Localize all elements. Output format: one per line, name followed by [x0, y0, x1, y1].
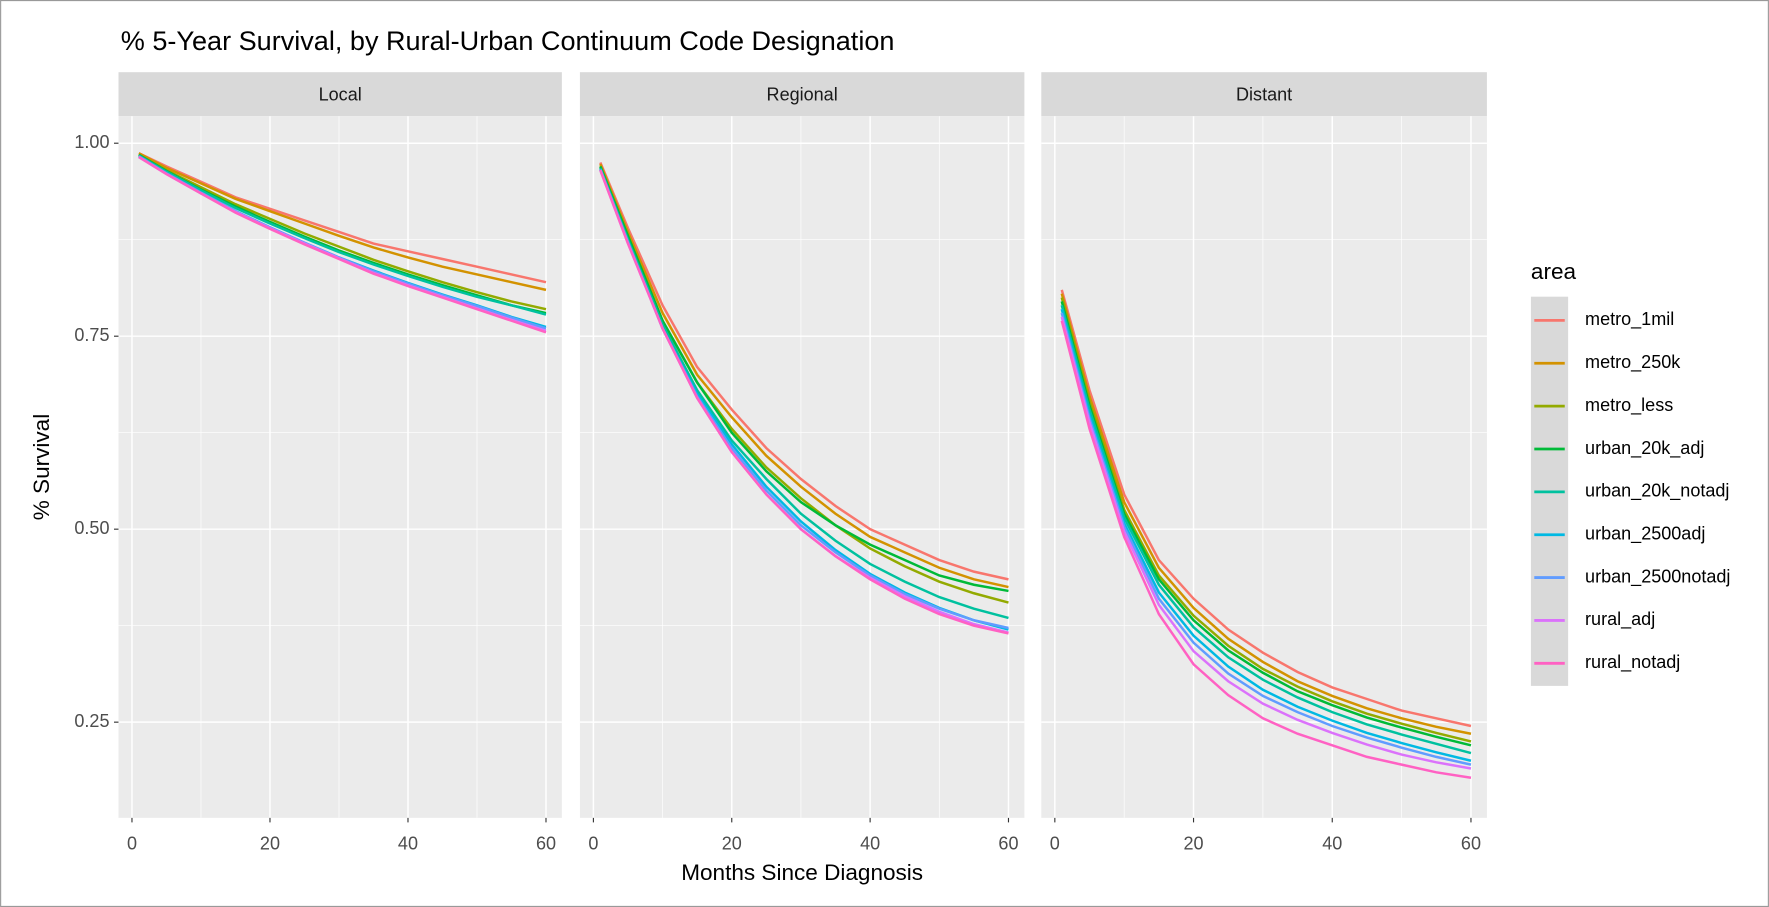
x-tick-label: 40	[1322, 834, 1342, 854]
facet-title: Regional	[767, 85, 838, 105]
legend-label: urban_2500notadj	[1585, 566, 1730, 587]
x-tick-label: 20	[260, 834, 280, 854]
panel	[579, 116, 1025, 818]
y-tick-label: 0.50	[74, 518, 109, 538]
legend-label: metro_1mil	[1585, 309, 1674, 330]
y-axis-label: % Survival	[29, 414, 54, 521]
x-tick-label: 20	[1184, 834, 1204, 854]
series-line	[1060, 289, 1472, 728]
series-line	[1060, 320, 1472, 779]
x-tick-label: 60	[1461, 834, 1481, 854]
x-axis-label: Months Since Diagnosis	[681, 860, 923, 885]
facet-title: Distant	[1236, 85, 1292, 105]
strip	[118, 72, 562, 117]
legend-title: area	[1531, 259, 1577, 284]
series-line	[599, 169, 1009, 635]
legend-label: urban_2500adj	[1585, 523, 1705, 544]
legend-label: urban_20k_notadj	[1585, 481, 1729, 502]
series-line	[599, 163, 1009, 589]
series-line	[138, 153, 547, 311]
y-tick-label: 0.25	[74, 711, 109, 731]
x-tick-label: 60	[536, 834, 556, 854]
series-line	[138, 156, 547, 334]
series-line	[138, 152, 547, 292]
legend-label: metro_250k	[1585, 352, 1681, 373]
x-tick-label: 40	[398, 834, 418, 854]
x-tick-label: 40	[860, 834, 880, 854]
x-tick-label: 60	[998, 834, 1018, 854]
strip	[1041, 72, 1487, 117]
series-line	[599, 162, 1009, 581]
strip	[579, 72, 1025, 117]
facet-title: Local	[319, 85, 362, 105]
series-line	[138, 154, 547, 316]
x-tick-label: 0	[588, 834, 598, 854]
series-line	[599, 167, 1009, 620]
series-line	[1060, 305, 1472, 755]
series-line	[599, 165, 1009, 593]
panel	[118, 116, 562, 818]
chart-title: % 5-Year Survival, by Rural-Urban Contin…	[121, 25, 895, 56]
series-line	[1060, 293, 1472, 735]
series-line	[1060, 312, 1472, 766]
legend-label: urban_20k_adj	[1585, 438, 1704, 459]
legend-label: metro_less	[1585, 395, 1673, 416]
series-line	[1060, 316, 1472, 770]
legend-label: rural_adj	[1585, 609, 1655, 630]
x-tick-label: 0	[127, 834, 137, 854]
x-tick-label: 0	[1050, 834, 1060, 854]
series-line	[138, 152, 547, 284]
y-tick-label: 1.00	[74, 132, 109, 152]
legend-label: rural_notadj	[1585, 652, 1680, 673]
x-tick-label: 20	[722, 834, 742, 854]
y-tick-label: 0.75	[74, 325, 109, 345]
